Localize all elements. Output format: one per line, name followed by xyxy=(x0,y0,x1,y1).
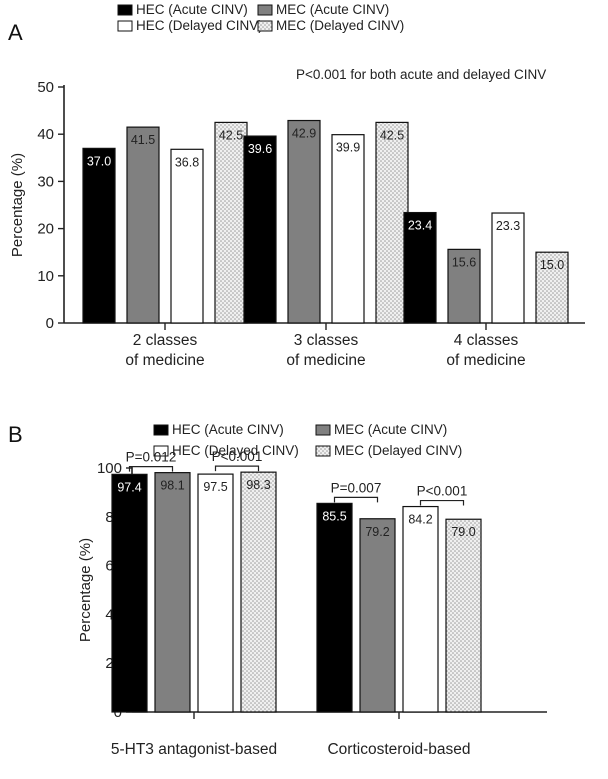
y-tick-label: 40 xyxy=(37,126,54,143)
legend-swatch xyxy=(117,4,133,16)
bar xyxy=(170,148,204,324)
bar xyxy=(445,518,482,713)
legend-label: HEC (Delayed CINV) xyxy=(136,18,263,33)
p-value-label: P<0.001 xyxy=(417,484,468,499)
bar xyxy=(111,473,148,713)
p-value-label: P=0.012 xyxy=(126,450,177,465)
x-tick-label: of medicine xyxy=(125,352,204,369)
legend-swatch xyxy=(257,20,273,32)
data-label: 98.3 xyxy=(246,478,270,492)
y-tick-label: 0 xyxy=(46,315,54,332)
data-label: 37.0 xyxy=(87,154,111,168)
y-tick-label: 30 xyxy=(37,173,54,190)
bar xyxy=(243,135,277,324)
data-label: 97.5 xyxy=(203,480,227,494)
significance-bracket xyxy=(128,466,174,472)
bar xyxy=(402,505,439,713)
y-tick-label: 10 xyxy=(37,268,54,285)
data-label: 98.1 xyxy=(160,479,184,493)
x-tick-label: of medicine xyxy=(286,352,365,369)
legend-label: MEC (Acute CINV) xyxy=(276,2,389,17)
panel-label: A xyxy=(8,20,23,45)
bar xyxy=(82,147,116,324)
data-label: 39.6 xyxy=(248,142,272,156)
legend-label: MEC (Acute CINV) xyxy=(334,422,447,437)
panel-b: B HEC (Acute CINV) MEC (Acute CINV) HEC (De… xyxy=(8,422,547,758)
x-tick-label: 4 classes xyxy=(454,332,519,349)
panel-label: B xyxy=(8,422,23,447)
p-value-label: P=0.007 xyxy=(331,480,382,495)
legend-swatch xyxy=(315,445,331,457)
bar xyxy=(331,134,365,324)
bar xyxy=(375,121,409,324)
data-label: 23.4 xyxy=(408,219,432,233)
data-label: 15.0 xyxy=(540,258,564,272)
legend-swatch xyxy=(153,445,169,457)
significance-bracket xyxy=(419,499,465,506)
bar xyxy=(359,518,396,713)
bar xyxy=(316,502,353,713)
data-label: 23.3 xyxy=(496,219,520,233)
y-axis-label: Percentage (%) xyxy=(77,538,94,642)
legend-label: HEC (Acute CINV) xyxy=(136,2,248,17)
bar xyxy=(447,248,481,324)
y-tick-label: 20 xyxy=(37,221,54,238)
bar xyxy=(491,212,525,324)
data-label: 42.9 xyxy=(292,127,316,141)
legend-swatch xyxy=(153,424,169,436)
x-tick-label: 3 classes xyxy=(294,332,359,349)
x-tick-label: 2 classes xyxy=(133,332,198,349)
significance-bracket xyxy=(333,496,379,503)
bar xyxy=(535,251,569,324)
y-axis-label: Percentage (%) xyxy=(9,153,26,257)
data-label: 15.6 xyxy=(452,255,476,269)
x-tick-label: 5-HT3 antagonist-based xyxy=(111,741,277,758)
p-value-label: P<0.001 xyxy=(212,449,263,464)
y-tick-label: 100 xyxy=(97,460,122,477)
bar xyxy=(240,471,277,713)
data-label: 42.5 xyxy=(380,128,404,142)
legend-swatch xyxy=(257,4,273,16)
legend-swatch xyxy=(117,20,133,32)
legend-label: MEC (Delayed CINV) xyxy=(334,443,462,458)
legend-label: HEC (Acute CINV) xyxy=(172,422,284,437)
legend-label: MEC (Delayed CINV) xyxy=(276,18,404,33)
data-label: 36.8 xyxy=(175,155,199,169)
bar xyxy=(214,121,248,324)
data-label: 85.5 xyxy=(322,509,346,523)
x-tick-label: of medicine xyxy=(446,352,525,369)
chart-annotation: P<0.001 for both acute and delayed CINV xyxy=(296,67,546,82)
significance-bracket xyxy=(214,465,260,472)
y-tick-label: 50 xyxy=(37,79,54,96)
bar xyxy=(126,126,160,324)
panel-a: A HEC (Acute CINV) MEC (Acute CINV) HEC (De… xyxy=(8,2,585,369)
data-label: 84.2 xyxy=(408,513,432,527)
data-label: 42.5 xyxy=(219,128,243,142)
legend-label: HEC (Delayed CINV) xyxy=(172,443,299,458)
bar xyxy=(197,473,234,713)
x-tick-label: Corticosteroid-based xyxy=(327,741,470,758)
data-label: 41.5 xyxy=(131,133,155,147)
data-label: 79.0 xyxy=(451,525,475,539)
data-label: 79.2 xyxy=(365,525,389,539)
legend-swatch xyxy=(315,424,331,436)
data-label: 97.4 xyxy=(117,480,141,494)
data-label: 39.9 xyxy=(336,141,360,155)
bar xyxy=(403,211,437,324)
bar xyxy=(287,119,321,324)
bar xyxy=(154,472,191,713)
